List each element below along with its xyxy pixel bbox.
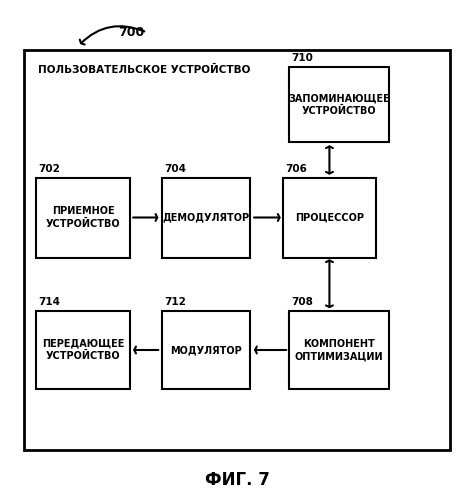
Bar bbox=[289, 311, 389, 389]
Text: 706: 706 bbox=[285, 164, 308, 173]
Text: ПРИЕМНОЕ
УСТРОЙСТВО: ПРИЕМНОЕ УСТРОЙСТВО bbox=[46, 206, 120, 229]
Bar bbox=[36, 178, 130, 258]
Bar bbox=[24, 50, 450, 450]
Text: МОДУЛЯТОР: МОДУЛЯТОР bbox=[170, 345, 242, 355]
Text: КОМПОНЕНТ
ОПТИМИЗАЦИИ: КОМПОНЕНТ ОПТИМИЗАЦИИ bbox=[295, 339, 383, 361]
Text: 704: 704 bbox=[165, 164, 187, 173]
Text: ЗАПОМИНАЮЩЕЕ
УСТРОЙСТВО: ЗАПОМИНАЮЩЕЕ УСТРОЙСТВО bbox=[288, 94, 390, 116]
Bar bbox=[283, 178, 375, 258]
Text: 702: 702 bbox=[38, 164, 60, 173]
Text: ПРОЦЕССОР: ПРОЦЕССОР bbox=[295, 212, 364, 222]
Bar bbox=[162, 178, 250, 258]
Text: 714: 714 bbox=[38, 297, 60, 307]
Text: ФИГ. 7: ФИГ. 7 bbox=[205, 471, 269, 489]
Text: 700: 700 bbox=[118, 26, 145, 39]
Text: 712: 712 bbox=[165, 297, 187, 307]
Bar bbox=[36, 311, 130, 389]
Bar bbox=[162, 311, 250, 389]
Text: ПЕРЕДАЮЩЕЕ
УСТРОЙСТВО: ПЕРЕДАЮЩЕЕ УСТРОЙСТВО bbox=[42, 338, 124, 361]
Bar bbox=[289, 68, 389, 142]
Text: 710: 710 bbox=[292, 54, 313, 64]
Text: 708: 708 bbox=[292, 297, 313, 307]
Text: ПОЛЬЗОВАТЕЛЬСКОЕ УСТРОЙСТВО: ПОЛЬЗОВАТЕЛЬСКОЕ УСТРОЙСТВО bbox=[38, 65, 250, 75]
Text: ДЕМОДУЛЯТОР: ДЕМОДУЛЯТОР bbox=[163, 212, 250, 222]
